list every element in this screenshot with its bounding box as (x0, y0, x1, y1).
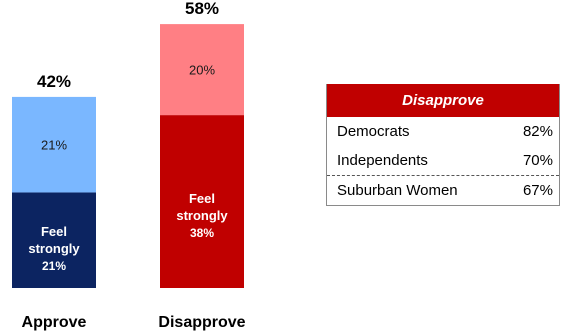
total-label-disapprove: 58% (185, 0, 219, 18)
table-row-independents: Independents 70% (327, 146, 559, 175)
total-label-approve: 42% (37, 72, 71, 91)
segment-label: Feel (41, 224, 67, 239)
segment-label: strongly (176, 208, 228, 223)
segment-label: 21% (41, 138, 67, 153)
category-label-approve: Approve (22, 314, 87, 331)
segment-label: Feel (189, 191, 215, 206)
row-label: Democrats (337, 123, 410, 140)
category-label-disapprove: Disapprove (158, 314, 245, 331)
row-value: 70% (522, 152, 553, 169)
row-label: Suburban Women (337, 182, 458, 199)
bar-approve-segment-2 (12, 96, 96, 193)
row-label: Independents (337, 152, 428, 169)
bar-approve-segment-1 (12, 192, 96, 288)
segment-label: 20% (189, 63, 215, 78)
table-row-suburban-women: Suburban Women 67% (327, 175, 559, 205)
segment-label: strongly (28, 241, 80, 256)
bar-disapprove-segment-2 (160, 24, 244, 116)
segment-label: 21% (42, 259, 66, 273)
bar-disapprove-segment-1 (160, 115, 244, 288)
segment-label: 38% (190, 226, 214, 240)
row-value: 82% (522, 123, 553, 140)
table-row-democrats: Democrats 82% (327, 117, 559, 146)
disapprove-table-title: Disapprove (327, 84, 559, 117)
disapprove-table: Disapprove Democrats 82% Independents 70… (326, 84, 560, 206)
row-value: 67% (522, 182, 553, 199)
